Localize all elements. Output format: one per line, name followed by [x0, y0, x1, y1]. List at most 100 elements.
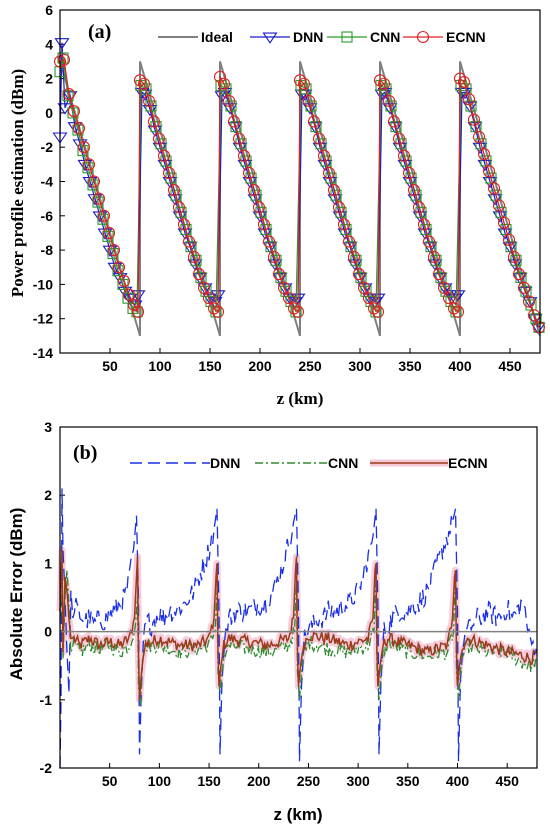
x-tick-label-a: 100 [148, 358, 172, 374]
marker-cnn [495, 206, 507, 218]
x-tick-label-a: 450 [498, 358, 522, 374]
marker-ecnn [167, 184, 181, 197]
marker-cnn [465, 100, 477, 112]
marker-dnn [357, 283, 373, 295]
marker-ecnn [297, 77, 311, 90]
marker-ecnn [342, 235, 356, 248]
marker-ecnn [262, 235, 276, 248]
marker-ecnn [422, 235, 436, 248]
x-tick-label-a: 400 [448, 358, 472, 374]
x-tick-label-b: 150 [197, 773, 221, 789]
marker-ecnn [312, 132, 326, 145]
marker-dnn [197, 283, 213, 295]
marker-ecnn [107, 244, 121, 257]
marker-cnn [525, 299, 537, 311]
marker-ecnn [187, 250, 201, 264]
marker-ecnn [407, 184, 421, 197]
marker-ecnn [417, 218, 431, 231]
marker-ecnn [382, 94, 396, 107]
y-tick-label-a: -12 [33, 311, 53, 327]
x-tick-label-b: 350 [396, 773, 420, 789]
marker-ecnn [457, 75, 471, 89]
marker-ecnn [293, 74, 307, 87]
marker-ecnn [267, 250, 281, 264]
marker-ecnn [131, 305, 145, 318]
marker-cnn [460, 83, 472, 95]
legend-label-dnn: DNN [210, 455, 240, 471]
marker-ecnn [287, 302, 301, 315]
marker-cnn [485, 172, 497, 184]
marker-ecnn [392, 132, 406, 145]
marker-cnn [435, 271, 447, 284]
marker-ecnn [327, 184, 341, 197]
y-tick-label-a: 4 [45, 36, 53, 52]
legend-label-cnn: CNN [328, 455, 358, 471]
marker-ecnn [437, 281, 451, 294]
marker-ecnn [387, 115, 401, 128]
marker-dnn [522, 297, 538, 309]
marker-ecnn [277, 281, 291, 294]
x-axis-title-a: z (km) [277, 389, 324, 408]
marker-ecnn [112, 261, 126, 274]
marker-dnn [437, 283, 453, 295]
marker-ecnn [127, 298, 141, 312]
panel-label-b: (b) [73, 442, 97, 464]
marker-ecnn [432, 268, 446, 281]
marker-ecnn [337, 218, 351, 231]
marker-dnn [282, 293, 298, 305]
series-line-dnn [59, 488, 538, 769]
y-tick-label-a: -4 [41, 174, 54, 190]
marker-ecnn [177, 218, 191, 231]
y-tick-label-a: 6 [45, 2, 53, 18]
marker-ecnn [497, 216, 511, 229]
marker-dnn [442, 290, 458, 302]
y-tick-label-b: -2 [40, 760, 53, 776]
marker-ecnn [211, 305, 225, 318]
marker-ecnn [77, 141, 91, 154]
legend-marker-cnn [341, 31, 353, 43]
marker-ecnn [453, 72, 467, 85]
marker-cnn [530, 313, 542, 325]
marker-cnn [480, 155, 492, 167]
marker-ecnn [62, 87, 76, 101]
marker-ecnn [467, 113, 481, 126]
marker-ecnn [317, 149, 331, 162]
marker-ecnn [202, 292, 216, 305]
marker-ecnn [447, 302, 461, 315]
y-tick-label-a: 0 [45, 105, 53, 121]
plot-frame-b [59, 426, 538, 769]
x-tick-label-b: 100 [148, 773, 172, 789]
marker-ecnn [302, 94, 316, 107]
legend-label-dnn: DNN [293, 29, 323, 45]
marker-cnn [57, 52, 69, 64]
marker-ecnn [367, 302, 381, 315]
y-tick-label-a: -14 [33, 345, 53, 361]
marker-ecnn [213, 70, 227, 83]
plot-frame-a [59, 9, 541, 354]
legend-label-ideal: Ideal [201, 29, 233, 45]
marker-ecnn [347, 250, 361, 264]
marker-cnn [505, 241, 517, 253]
marker-ecnn [227, 115, 241, 128]
marker-ecnn [217, 77, 231, 90]
marker-ecnn [197, 281, 211, 294]
marker-cnn [195, 271, 207, 284]
marker-dnn [362, 293, 378, 305]
x-tick-label-a: 200 [248, 358, 272, 374]
marker-ecnn [157, 149, 171, 162]
x-tick-label-b: 300 [346, 773, 370, 789]
chart-b: (b) z (km) Absolute Error (dBm) -2 -1 0 1 2 3… [7, 419, 540, 824]
marker-ecnn [397, 149, 411, 162]
y-axis-title-b: Absolute Error (dBm) [7, 508, 26, 681]
marker-ecnn [92, 192, 106, 205]
y-tick-label-a: -6 [41, 208, 54, 224]
x-tick-label-a: 150 [198, 358, 222, 374]
y-tick-label-a: -2 [41, 139, 54, 155]
marker-ecnn [502, 233, 516, 246]
marker-ecnn [487, 182, 501, 195]
legend-marker-ecnn [416, 30, 430, 44]
marker-ecnn [427, 250, 441, 264]
x-tick-label-b: 200 [247, 773, 271, 789]
marker-ecnn [332, 201, 346, 214]
y-tick-label-b: 3 [44, 419, 52, 435]
